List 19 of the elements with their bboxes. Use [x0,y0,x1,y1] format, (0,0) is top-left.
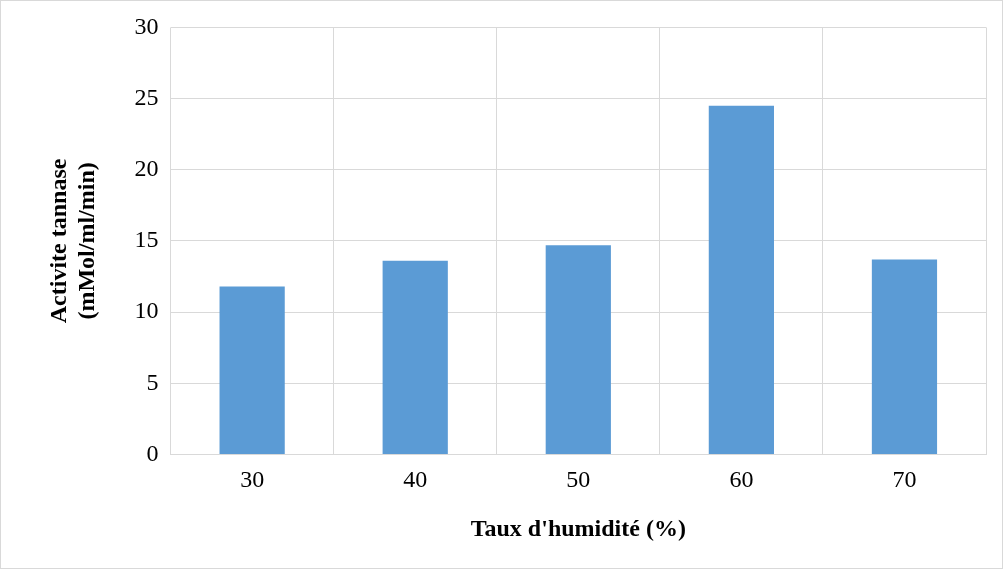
y-tick-label: 10 [134,297,159,324]
y-axis-title: Activite tannase (mMol/ml/min) [44,158,100,324]
y-tick-label: 0 [146,439,159,466]
bar [382,260,448,454]
y-tick-label: 15 [134,226,159,253]
bar [871,259,938,454]
x-tick-label: 60 [729,466,754,493]
x-tick-label: 50 [566,466,591,493]
y-tick-label: 5 [146,368,159,395]
bar [545,245,611,454]
x-axis-title: Taux d'humidité (%) [470,514,686,541]
x-tick-label: 70 [892,466,917,493]
x-tick-label: 40 [403,466,428,493]
y-tick-label: 30 [134,12,159,39]
y-tick-label: 25 [134,83,159,110]
bar [708,105,774,454]
y-tick-label: 20 [134,155,159,182]
bar [219,286,285,454]
x-tick-label: 30 [240,466,265,493]
